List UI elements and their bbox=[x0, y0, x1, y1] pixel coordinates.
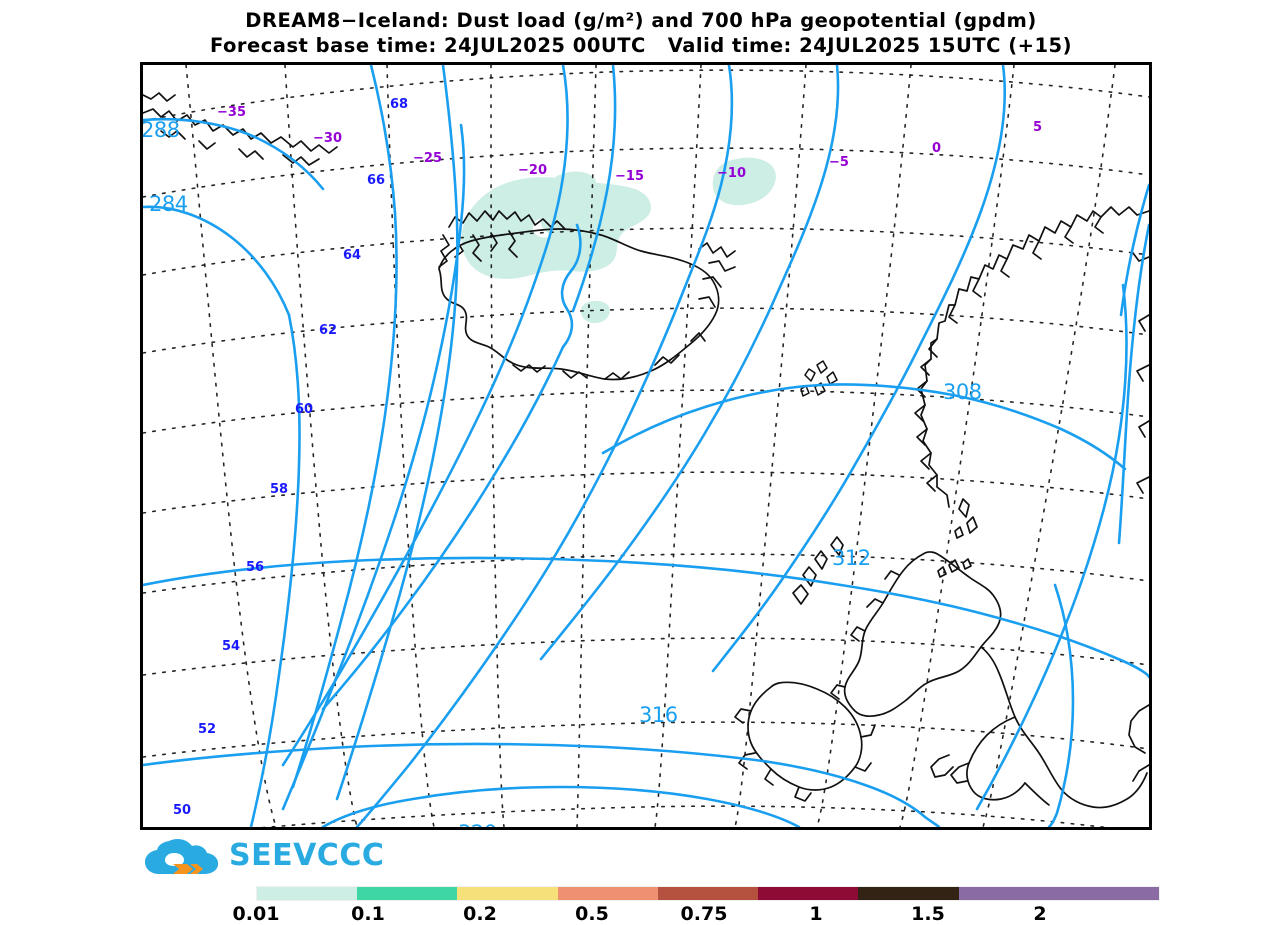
title-line-1: DREAM8−Iceland: Dust load (g/m²) and 700… bbox=[245, 9, 1037, 32]
colorbar-segment bbox=[457, 887, 558, 900]
seevccc-logo[interactable]: SEEVCCC bbox=[143, 833, 403, 879]
colorbar-tick: 2 bbox=[1033, 903, 1047, 925]
colorbar-segment bbox=[357, 887, 458, 900]
colorbar-segment bbox=[1058, 887, 1159, 900]
geopotential-contours bbox=[143, 65, 1149, 827]
colorbar-segment bbox=[858, 887, 959, 900]
colorbar-segment bbox=[257, 887, 358, 900]
dust-load-colorbar: 0.01 0.1 0.2 0.5 0.75 1 1.5 2 bbox=[233, 886, 1160, 925]
colorbar-tick: 0.2 bbox=[463, 903, 497, 925]
graticule-latitude-lines bbox=[143, 69, 1149, 827]
graticule-longitude-lines bbox=[185, 65, 1116, 827]
colorbar-tick: 1.5 bbox=[911, 903, 945, 925]
colorbar-segment bbox=[557, 887, 658, 900]
coastlines bbox=[143, 92, 1149, 809]
chart-title-block: DREAM8−Iceland: Dust load (g/m²) and 700… bbox=[0, 8, 1282, 58]
map-graphics bbox=[143, 65, 1149, 827]
logo-text: SEEVCCC bbox=[229, 838, 385, 873]
title-line-2: Forecast base time: 24JUL2025 00UTC Vali… bbox=[209, 34, 1073, 57]
colorbar-tick: 0.01 bbox=[232, 903, 280, 925]
colorbar-tick-labels: 0.01 0.1 0.2 0.5 0.75 1 1.5 2 bbox=[233, 901, 1160, 925]
colorbar-tick: 0.5 bbox=[575, 903, 609, 925]
colorbar-tick: 0.1 bbox=[351, 903, 385, 925]
colorbar-swatches bbox=[256, 886, 1160, 901]
colorbar-segment bbox=[758, 887, 859, 900]
colorbar-segment bbox=[958, 887, 1059, 900]
cloud-icon bbox=[145, 838, 219, 874]
map-panel[interactable]: −35 −30 −25 −20 −15 −10 −5 0 5 68 66 64 … bbox=[140, 62, 1152, 830]
dust-load-field bbox=[461, 157, 776, 324]
colorbar-tick: 0.75 bbox=[680, 903, 728, 925]
colorbar-segment bbox=[657, 887, 759, 900]
colorbar-tick: 1 bbox=[809, 903, 823, 925]
